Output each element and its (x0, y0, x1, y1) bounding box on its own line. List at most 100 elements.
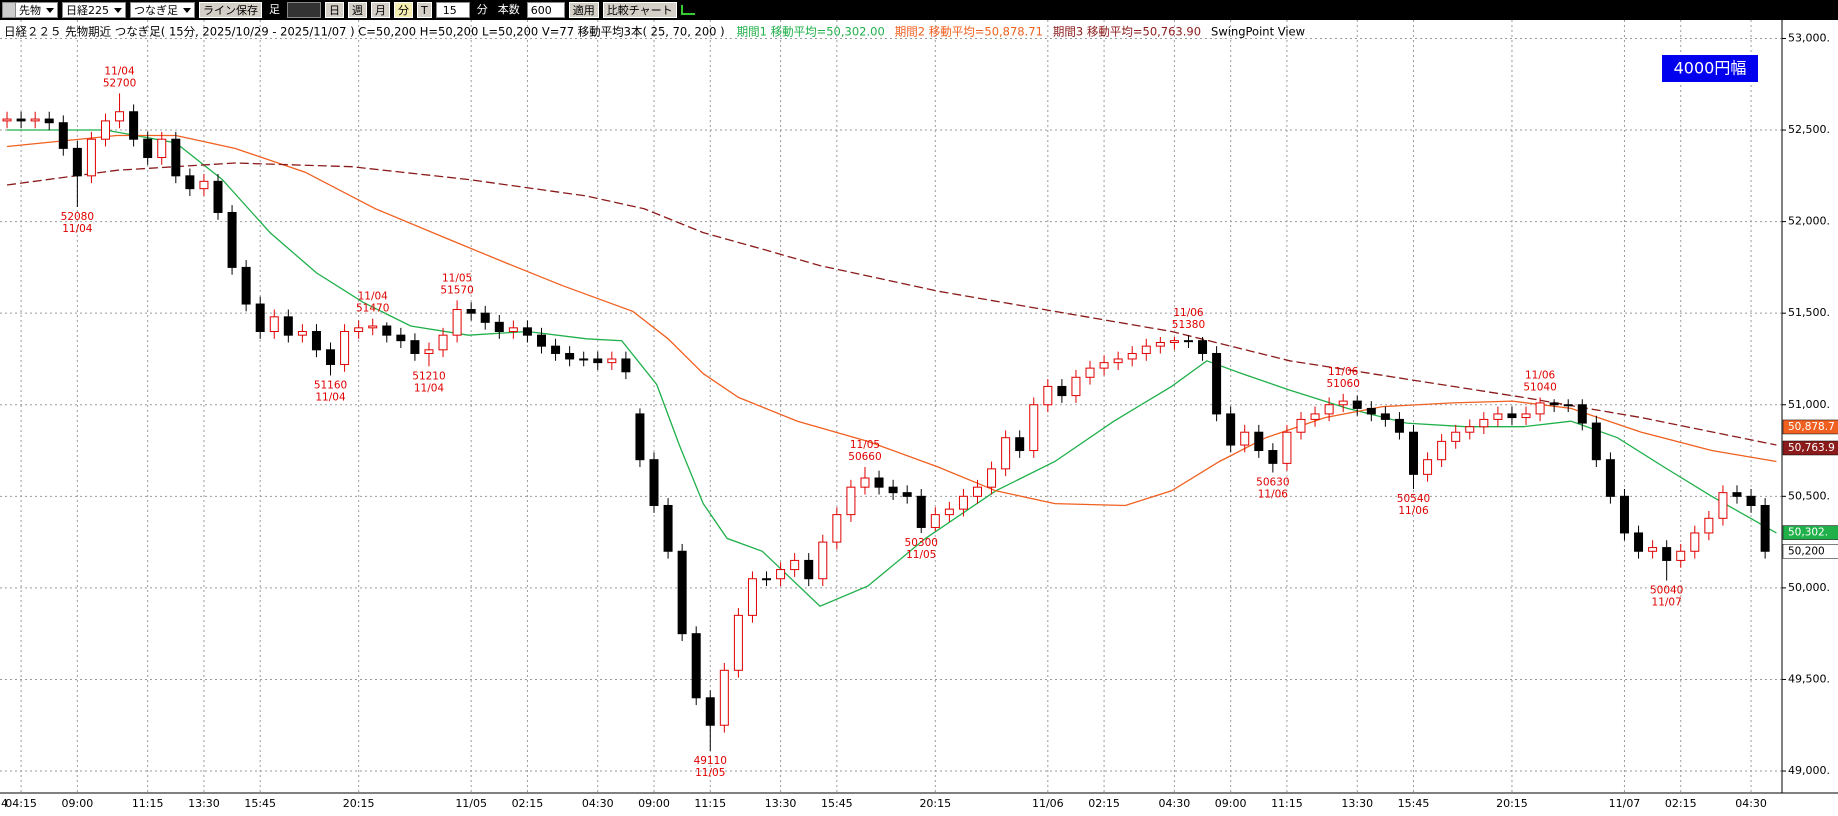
x-tick-label: 04:30 (582, 797, 614, 810)
week-button[interactable]: 週 (348, 2, 367, 18)
candle-body (1634, 532, 1644, 552)
x-tick-label: 09:00 (1215, 797, 1247, 810)
candle-body (199, 180, 209, 190)
swing-price: 50300 (905, 537, 938, 549)
candle-body (1240, 431, 1250, 446)
swing-date: 11/06 (1258, 489, 1289, 501)
candle-body (1366, 407, 1376, 415)
candle-body (30, 118, 40, 122)
swing-date: 11/04 (315, 391, 346, 403)
candle-body (508, 327, 518, 332)
y-tick-label: 50,000. (1788, 581, 1830, 594)
candle-body (129, 111, 139, 140)
swing-date: 11/06 (1398, 505, 1429, 517)
bar-label: 足 (269, 3, 280, 16)
candle-body (747, 578, 757, 616)
candle-body (424, 349, 434, 354)
y-tick-label: 53,000. (1788, 31, 1830, 44)
candle-body (410, 340, 420, 354)
x-tick-label: 15:45 (821, 797, 853, 810)
apply-button[interactable]: 適用 (568, 2, 599, 18)
candle-body (382, 325, 392, 336)
clipped-x-label: 4 (1, 797, 8, 810)
candle-body (1591, 422, 1601, 461)
candle-body (185, 175, 195, 190)
candle-body (1718, 492, 1728, 519)
y-tick-label: 52,500. (1788, 123, 1830, 136)
swing-date: 11/04 (414, 382, 445, 394)
candle-body (115, 111, 125, 122)
chart-icon[interactable] (680, 5, 695, 15)
candle-body (1380, 413, 1390, 420)
swing-date: 11/05 (695, 767, 725, 779)
plot: 11/045208011/045270011/045116011/0451470… (0, 20, 1782, 793)
candle-body (326, 349, 336, 365)
candle-body (1732, 492, 1742, 497)
candle-body (1141, 345, 1151, 354)
candle-body (1071, 376, 1081, 397)
minute-button[interactable]: 分 (394, 2, 413, 18)
candle-body (987, 468, 997, 488)
swing-price: 49110 (694, 755, 727, 767)
bar-input[interactable] (287, 2, 321, 18)
candle-body (86, 138, 96, 177)
candle-body (1183, 340, 1193, 343)
candle-body (269, 316, 279, 332)
candle-body (916, 495, 926, 528)
candle-body (157, 138, 167, 159)
candle-body (649, 459, 659, 506)
candle-body (1619, 495, 1629, 534)
swing-date: 11/05 (906, 549, 936, 561)
day-button[interactable]: 日 (325, 2, 344, 18)
swing-date: 11/06 (1525, 369, 1556, 381)
y-tick-label: 49,500. (1788, 672, 1830, 685)
swing-price: 51210 (412, 370, 445, 382)
range-box (1662, 55, 1758, 82)
y-tick-label: 51,500. (1788, 306, 1830, 319)
month-button[interactable]: 月 (371, 2, 390, 18)
swing-price: 50660 (848, 451, 881, 463)
view-label: SwingPoint View (1211, 25, 1305, 39)
price-tag (1782, 440, 1838, 456)
candle-body (466, 309, 476, 314)
price-tag-label: 50,200 (1788, 545, 1825, 557)
x-tick-label: 15:45 (1398, 797, 1430, 810)
candle-body (354, 327, 364, 332)
candle-body (1015, 437, 1025, 452)
candle-body (1493, 413, 1503, 420)
candle-body (1507, 413, 1517, 419)
candle-body (579, 358, 589, 361)
candle-body (1296, 418, 1306, 433)
candle-body (1676, 550, 1686, 561)
candle-body (1127, 352, 1137, 360)
candle-body (480, 312, 490, 323)
candle-body (171, 138, 181, 177)
save-lines-button[interactable]: ライン保存 (199, 2, 262, 18)
x-tick-label: 20:15 (343, 797, 375, 810)
candle-body (241, 266, 251, 305)
moving-average-line (6, 134, 1777, 507)
x-tick-label: 11/05 (455, 797, 487, 810)
market-select[interactable]: 先物 (2, 2, 58, 18)
compare-button[interactable]: 比較チャート (602, 2, 677, 18)
candle-body (972, 486, 982, 497)
candle-body (1001, 437, 1011, 470)
candle-body (396, 334, 406, 342)
symbol-select[interactable]: 日経225 (62, 2, 126, 18)
candle-body (1268, 450, 1278, 464)
chart-mode-select[interactable]: つなぎ足 (130, 2, 195, 18)
candle-body (1746, 495, 1756, 506)
candle-body (930, 514, 940, 528)
candle-body (804, 559, 814, 580)
candle-body (255, 303, 265, 332)
candle-body (860, 477, 870, 488)
x-tick-label: 15:45 (244, 797, 276, 810)
count-input[interactable]: 600 (526, 2, 565, 18)
interval-input[interactable]: 15 (435, 2, 470, 18)
swing-date: 11/05 (850, 439, 880, 451)
candle-body (1254, 431, 1264, 452)
swing-price: 51380 (1172, 319, 1205, 331)
tick-button[interactable]: T (417, 2, 432, 18)
candle-body (1605, 459, 1615, 497)
